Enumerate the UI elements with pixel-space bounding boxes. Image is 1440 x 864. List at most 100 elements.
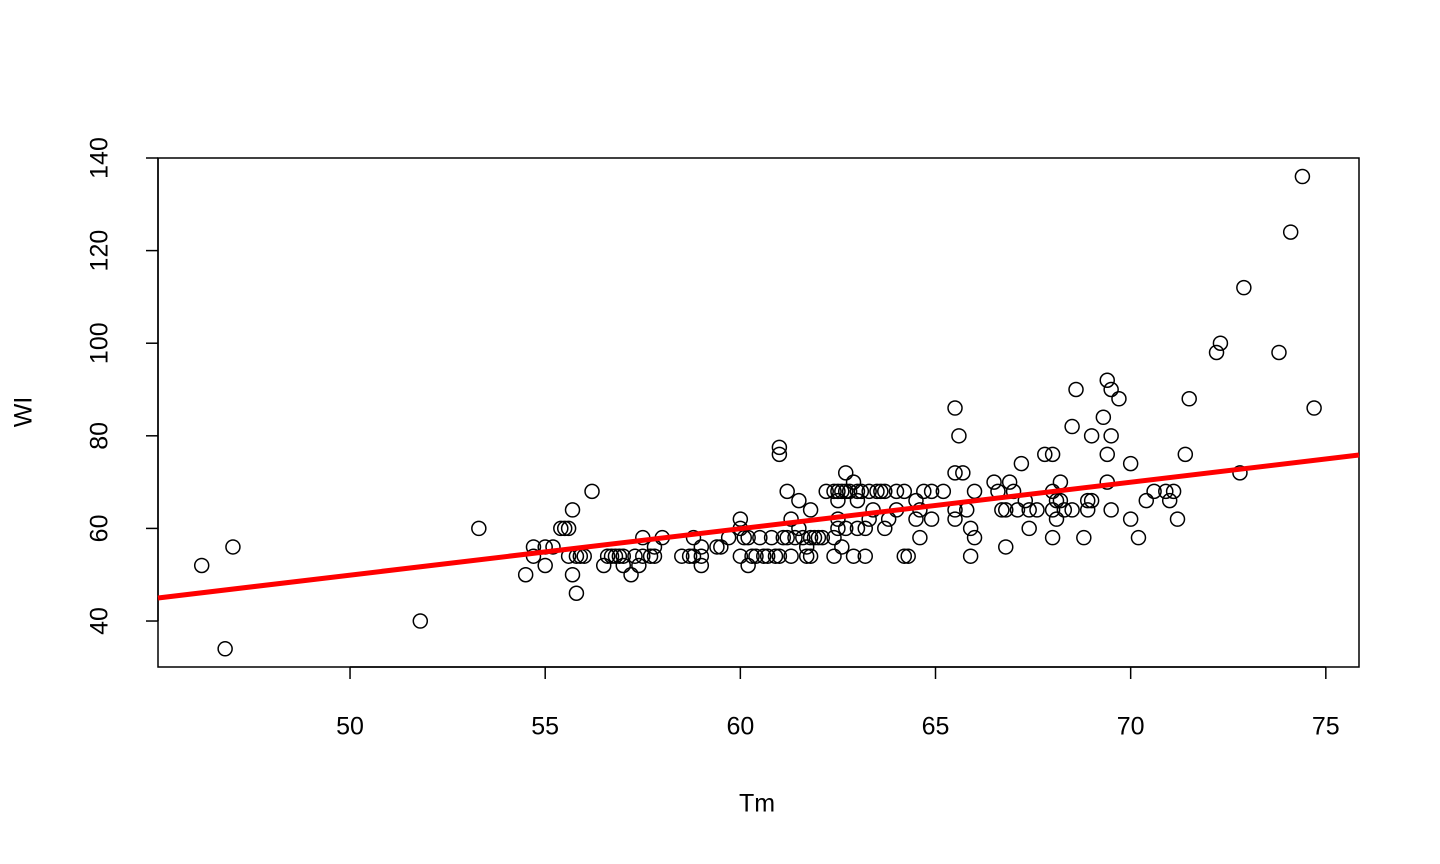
- point: [779, 483, 795, 500]
- point: [826, 548, 842, 564]
- point: [560, 520, 577, 537]
- point: [896, 548, 913, 564]
- point: [900, 548, 916, 564]
- point: [791, 492, 807, 509]
- point: [615, 557, 632, 574]
- plot-box: [157, 157, 1360, 668]
- point: [802, 529, 819, 546]
- point: [923, 483, 940, 500]
- y-tick-label: 140: [86, 137, 114, 179]
- point: [1001, 474, 1018, 490]
- point: [947, 400, 963, 416]
- point: [787, 529, 803, 546]
- point: [759, 548, 776, 564]
- y-axis-label: WI: [10, 397, 38, 428]
- point: [998, 502, 1014, 518]
- point: [763, 529, 780, 546]
- point: [1306, 400, 1322, 416]
- point: [1146, 483, 1162, 500]
- point: [681, 548, 698, 564]
- point: [1029, 502, 1045, 518]
- point: [693, 539, 710, 555]
- point: [837, 520, 854, 537]
- point: [1161, 492, 1178, 509]
- y-tick-label: 40: [86, 607, 114, 635]
- point: [853, 483, 870, 500]
- point: [1064, 502, 1080, 518]
- point: [834, 483, 850, 500]
- point: [1037, 446, 1053, 463]
- point: [225, 539, 241, 555]
- point: [193, 557, 210, 574]
- point: [1103, 428, 1119, 444]
- point: [1099, 446, 1115, 463]
- y-tick-label: 80: [86, 422, 114, 450]
- point: [795, 529, 811, 546]
- point: [564, 566, 581, 583]
- point: [623, 566, 639, 583]
- point: [1013, 455, 1030, 472]
- point: [1044, 529, 1061, 546]
- point: [830, 520, 846, 537]
- point: [888, 483, 905, 500]
- point: [635, 548, 651, 564]
- point: [767, 548, 784, 564]
- point: [923, 511, 940, 527]
- point: [1052, 492, 1069, 509]
- y-tick-label: 100: [86, 322, 114, 364]
- point: [841, 483, 858, 500]
- point: [1111, 391, 1127, 407]
- point: [1044, 502, 1061, 518]
- point: [1181, 391, 1197, 407]
- point: [962, 520, 979, 537]
- point: [471, 520, 487, 537]
- point: [1212, 335, 1229, 351]
- point: [642, 548, 659, 564]
- point: [607, 548, 624, 564]
- point: [771, 446, 788, 463]
- point: [603, 548, 620, 564]
- point: [217, 641, 233, 657]
- point: [1232, 465, 1248, 481]
- point: [611, 548, 628, 564]
- point: [826, 529, 842, 546]
- point: [1103, 381, 1119, 398]
- point: [966, 483, 983, 500]
- y-tick-label: 60: [86, 515, 114, 543]
- point: [994, 502, 1010, 518]
- point: [880, 511, 897, 527]
- point: [1099, 372, 1115, 389]
- point: [1052, 474, 1069, 490]
- x-tick-label: 70: [1117, 713, 1145, 741]
- point: [556, 520, 573, 537]
- point: [564, 502, 581, 518]
- point: [756, 548, 772, 564]
- point: [783, 511, 799, 527]
- point: [685, 529, 702, 546]
- point: [1083, 428, 1100, 444]
- point: [748, 548, 764, 564]
- point: [810, 529, 827, 546]
- point: [869, 483, 885, 500]
- point: [806, 529, 823, 546]
- point: [1056, 502, 1073, 518]
- point: [916, 483, 932, 500]
- x-tick-label: 60: [726, 713, 754, 741]
- point: [849, 520, 866, 537]
- point: [1158, 483, 1174, 500]
- x-tick-label: 65: [922, 713, 950, 741]
- point: [775, 529, 792, 546]
- point: [955, 465, 971, 481]
- point: [834, 539, 850, 555]
- point: [1048, 511, 1065, 527]
- x-axis-label: Tm: [739, 790, 775, 818]
- point: [595, 557, 612, 574]
- point: [1294, 168, 1311, 185]
- point: [744, 548, 760, 564]
- point: [709, 539, 725, 555]
- point: [1103, 502, 1119, 518]
- point: [849, 483, 866, 500]
- point: [553, 520, 569, 537]
- point: [873, 483, 889, 500]
